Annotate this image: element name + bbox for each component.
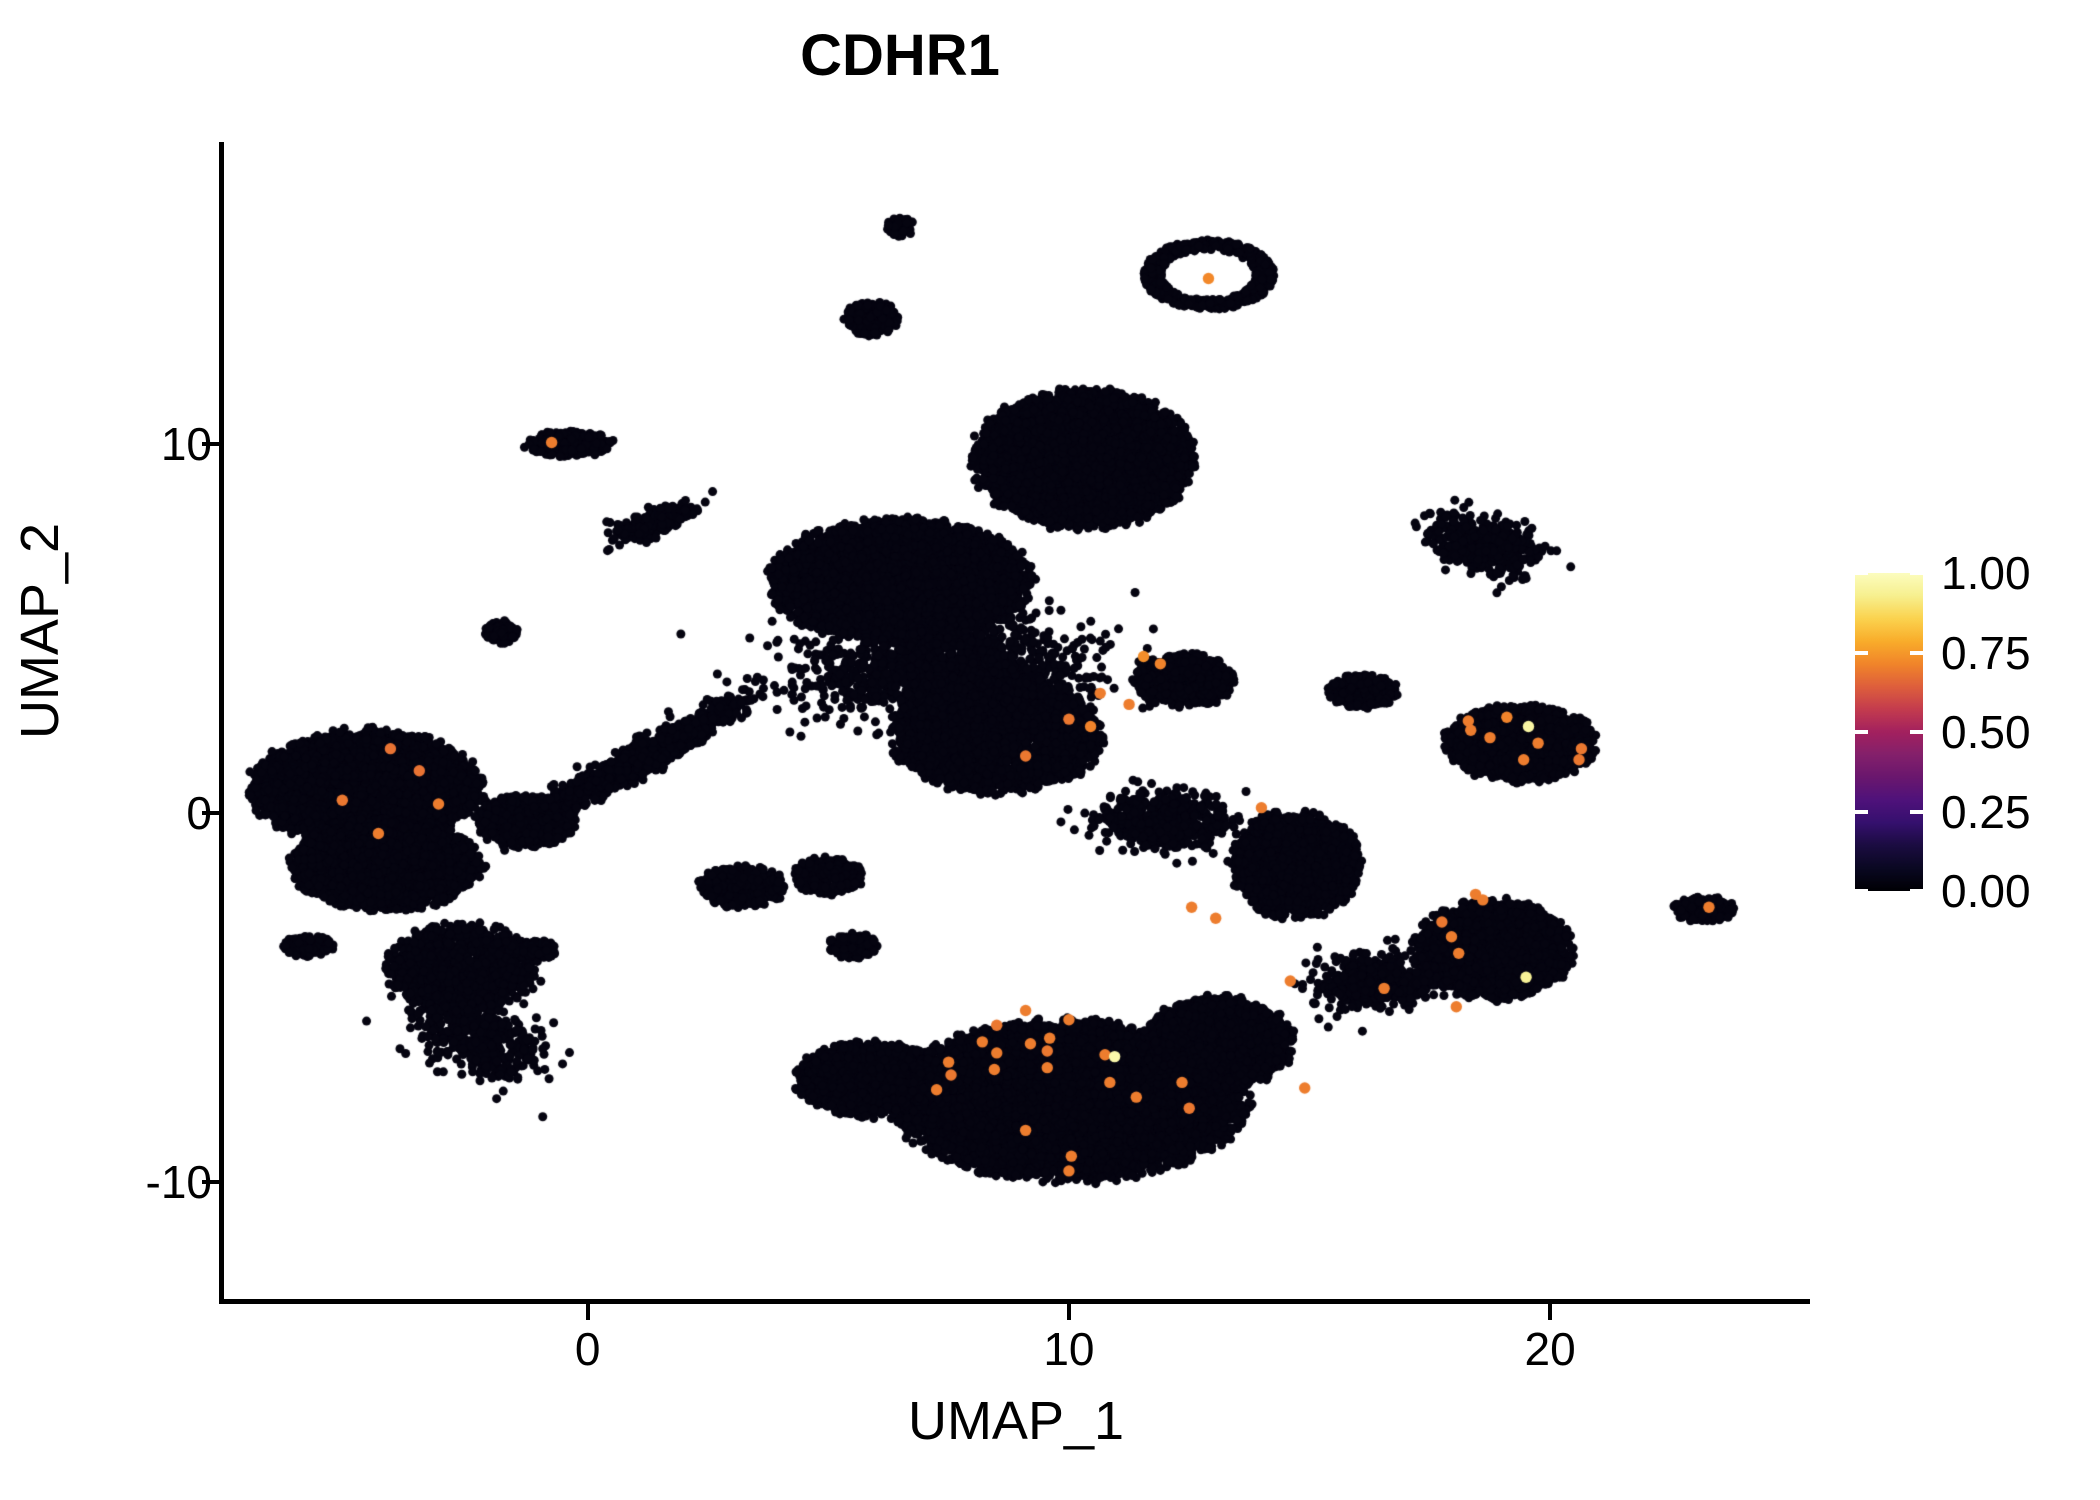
scatter-plot-canvas: [222, 142, 1810, 1300]
colorbar-legend: 0.00 0.25 0.50 0.75 1.00: [1855, 547, 2085, 917]
x-axis-title: UMAP_1: [907, 1391, 1125, 1451]
y-axis-title: UMAP_2: [10, 522, 70, 740]
x-tick-label: 0: [574, 1323, 601, 1375]
x-tick-mark: [1548, 1303, 1553, 1320]
colorbar-tick-mark: [1910, 650, 1923, 655]
page-title: CDHR1: [800, 23, 1000, 88]
colorbar-tick-label: 0.50: [1941, 706, 2031, 758]
x-tick-mark: [585, 1303, 590, 1320]
colorbar-tick-mark: [1855, 650, 1868, 655]
y-tick-label: -10: [145, 1155, 212, 1208]
colorbar-tick-label: 0.25: [1941, 785, 2031, 838]
x-tick-mark: [1066, 1303, 1071, 1320]
colorbar-tick-label: 0.75: [1941, 626, 2031, 679]
x-tick-label: 10: [1043, 1323, 1095, 1375]
colorbar-tick-mark: [1910, 889, 1923, 893]
colorbar-tick-mark: [1855, 809, 1868, 814]
colorbar-tick-mark: [1910, 809, 1923, 814]
y-tick-label: 0: [186, 787, 212, 840]
y-tick-label: 10: [160, 418, 212, 471]
y-axis-line: [219, 142, 224, 1302]
colorbar-tick-mark: [1855, 730, 1868, 734]
y-tick-mark: [202, 442, 219, 447]
colorbar-tick-mark: [1855, 889, 1868, 893]
colorbar-tick-mark: [1910, 730, 1923, 734]
colorbar-tick-mark: [1910, 571, 1923, 575]
x-axis-line: [219, 1299, 1810, 1304]
x-tick-label: 20: [1524, 1323, 1576, 1375]
y-tick-mark: [202, 811, 219, 816]
y-tick-mark: [202, 1179, 219, 1184]
colorbar-tick-label: 0.00: [1941, 865, 2031, 917]
colorbar-tick-mark: [1855, 571, 1868, 575]
colorbar-tick-label: 1.00: [1941, 547, 2031, 599]
